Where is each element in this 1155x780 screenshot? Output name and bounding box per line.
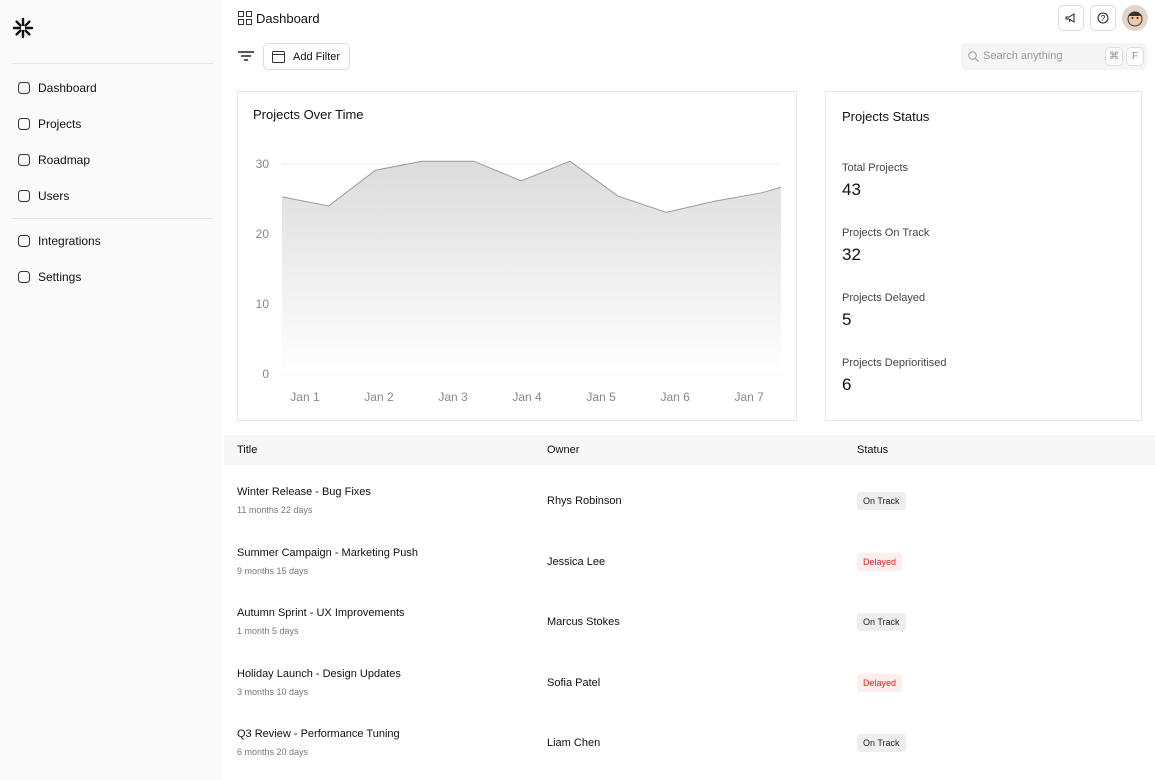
logo xyxy=(12,17,34,39)
announce-button[interactable] xyxy=(1058,5,1084,31)
row-owner: Rhys Robinson xyxy=(547,495,622,507)
stat-value: 43 xyxy=(842,180,861,199)
row-subtitle: 3 months 10 days xyxy=(237,686,309,697)
row-owner: Jessica Lee xyxy=(547,555,606,568)
chart-card: Projects Over Time 0 10 20 30 Jan 1 Jan 2 Jan … xyxy=(237,91,797,421)
row-subtitle: 6 months 20 days xyxy=(237,747,309,757)
nav-label: Integrations xyxy=(38,234,101,248)
y-tick-label: 20 xyxy=(256,227,270,241)
y-tick-label: 30 xyxy=(256,157,270,171)
column-header: Owner xyxy=(547,444,580,456)
add-filter-button[interactable]: Add Filter xyxy=(263,43,350,70)
y-tick-label: 10 xyxy=(256,297,270,311)
chart: Projects Over Time 0 10 20 30 Jan 1 Jan 2 Jan … xyxy=(253,107,782,404)
row-title[interactable]: Winter Release - Bug Fixes xyxy=(237,486,371,498)
stat-value: 6 xyxy=(842,375,852,394)
x-tick-label: Jan 2 xyxy=(364,390,394,404)
help-button[interactable]: ? xyxy=(1090,5,1116,31)
divider xyxy=(12,63,213,64)
x-tick-label: Jan 4 xyxy=(512,390,542,404)
status-title: Projects Status xyxy=(842,109,930,124)
x-tick-label: Jan 7 xyxy=(734,390,764,404)
sidebar: Dashboard Projects Roadmap Users Integration… xyxy=(0,0,223,780)
status-badge: Delayed xyxy=(857,552,903,571)
nav-item[interactable]: Users xyxy=(12,182,212,210)
status-card: Projects Status Total Projects 43 Projects… xyxy=(825,91,1142,421)
row-subtitle: 1 month 5 days xyxy=(237,626,299,636)
nav-item[interactable]: Projects xyxy=(12,110,212,138)
status-badge: On Track xyxy=(857,734,906,752)
status-badge: On Track xyxy=(857,492,906,510)
status-badge: On Track xyxy=(857,613,906,631)
stat-label: Projects Delayed xyxy=(842,292,926,304)
page-title: Dashboard xyxy=(256,11,320,26)
add-filter-label: Add Filter xyxy=(293,50,341,63)
shortcut-key: F xyxy=(1126,47,1144,66)
stat-label: Total Projects xyxy=(842,162,909,174)
column-header: Status xyxy=(857,444,889,456)
search-box[interactable]: Search anything ⌘ F xyxy=(961,43,1147,70)
x-tick-label: Jan 6 xyxy=(660,390,690,404)
row-owner: Sofia Patel xyxy=(547,676,601,689)
search-placeholder: Search anything xyxy=(983,50,1063,62)
nav-label: Settings xyxy=(38,270,82,284)
table-header: Title Owner Status xyxy=(224,435,1155,465)
nav-item[interactable]: Settings xyxy=(12,263,212,291)
divider xyxy=(12,218,213,219)
x-tick-label: Jan 1 xyxy=(290,390,320,404)
row-title[interactable]: Summer Campaign - Marketing Push xyxy=(237,546,418,559)
column-header: Title xyxy=(237,444,258,456)
svg-text:?: ? xyxy=(1101,14,1106,23)
nav-label: Users xyxy=(38,189,70,203)
y-tick-label: 0 xyxy=(262,367,269,381)
shortcut-key: ⌘ xyxy=(1105,47,1123,66)
nav-item[interactable]: Integrations xyxy=(12,227,212,255)
stat-value: 5 xyxy=(842,310,852,329)
row-subtitle: 9 months 15 days xyxy=(237,565,309,576)
status-badge: Delayed xyxy=(857,673,903,692)
nav-item[interactable]: Dashboard xyxy=(12,74,212,102)
stat-label: Projects On Track xyxy=(842,227,930,239)
chart-title: Projects Over Time xyxy=(253,107,364,122)
row-title[interactable]: Autumn Sprint - UX Improvements xyxy=(237,607,405,619)
nav-label: Projects xyxy=(38,117,82,131)
x-tick-label: Jan 5 xyxy=(586,390,616,404)
x-tick-label: Jan 3 xyxy=(438,390,468,404)
line xyxy=(281,160,782,213)
row-owner: Liam Chen xyxy=(547,737,601,749)
row-owner: Marcus Stokes xyxy=(547,616,620,628)
stat-label: Projects Deprioritised xyxy=(842,357,947,369)
nav-label: Roadmap xyxy=(38,153,91,167)
nav-item[interactable]: Roadmap xyxy=(12,146,212,174)
nav-label: Dashboard xyxy=(38,81,97,95)
filter-icon[interactable] xyxy=(238,50,254,62)
stat-value: 32 xyxy=(842,245,861,264)
avatar[interactable] xyxy=(1122,5,1148,31)
dashboard-icon xyxy=(238,11,252,25)
row-subtitle: 11 months 22 days xyxy=(237,505,313,515)
row-title[interactable]: Q3 Review - Performance Tuning xyxy=(237,728,400,740)
row-title[interactable]: Holiday Launch - Design Updates xyxy=(237,667,401,680)
area xyxy=(282,161,781,374)
